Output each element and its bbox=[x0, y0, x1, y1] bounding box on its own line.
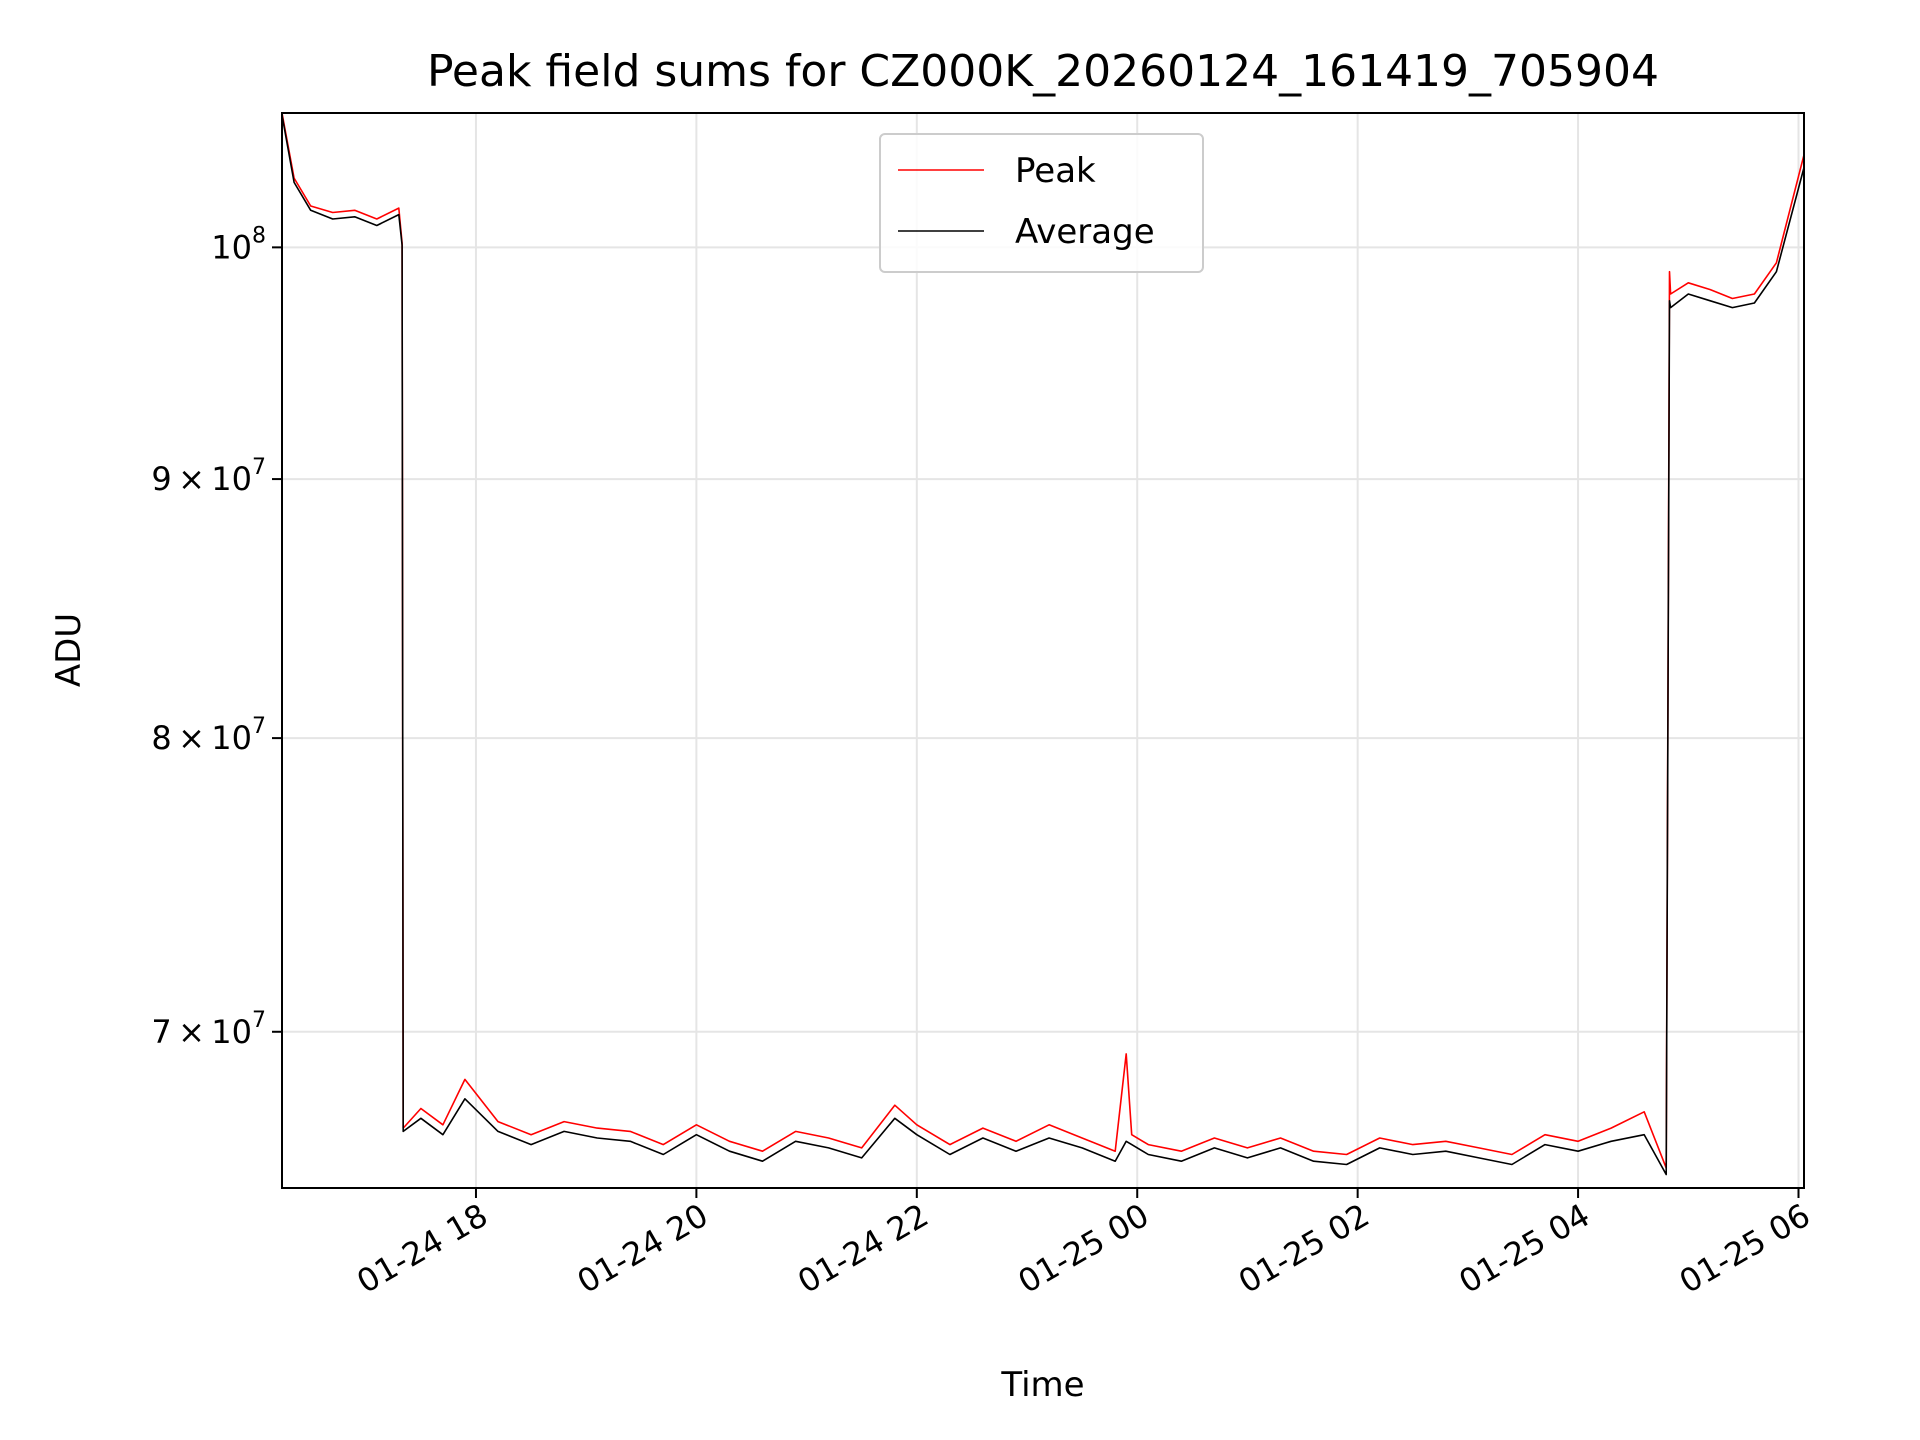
y-tick-label: 108 bbox=[211, 223, 266, 266]
y-tick-label-exponent: 7 bbox=[252, 714, 266, 739]
legend: Peak Average bbox=[879, 133, 1204, 273]
y-tick-label: 7 × 107 bbox=[151, 1008, 266, 1051]
series-layer bbox=[281, 112, 1805, 1176]
legend-label-average: Average bbox=[1015, 212, 1155, 252]
series-line-average bbox=[281, 114, 1805, 1176]
y-tick-label-exponent: 7 bbox=[252, 1008, 266, 1033]
legend-label-peak: Peak bbox=[1015, 151, 1096, 191]
y-tick-label: 8 × 107 bbox=[151, 714, 266, 757]
y-tick-label-exponent: 7 bbox=[252, 455, 266, 480]
plot-frame bbox=[281, 112, 1805, 1189]
series-line-peak bbox=[281, 112, 1805, 1169]
y-tick-label-exponent: 8 bbox=[252, 223, 266, 248]
y-tick-label-base: 9 × 10 bbox=[151, 460, 252, 498]
x-axis-label: Time bbox=[1000, 1365, 1084, 1405]
y-axis-label: ADU bbox=[49, 613, 89, 687]
y-tick-label-base: 8 × 10 bbox=[151, 719, 252, 757]
y-tick-label-base: 7 × 10 bbox=[151, 1013, 252, 1051]
chart-title: Peak field sums for CZ000K_20260124_1614… bbox=[427, 46, 1659, 97]
legend-box bbox=[879, 133, 1204, 273]
y-tick-label-base: 10 bbox=[211, 228, 252, 266]
y-tick-label: 9 × 107 bbox=[151, 455, 266, 498]
